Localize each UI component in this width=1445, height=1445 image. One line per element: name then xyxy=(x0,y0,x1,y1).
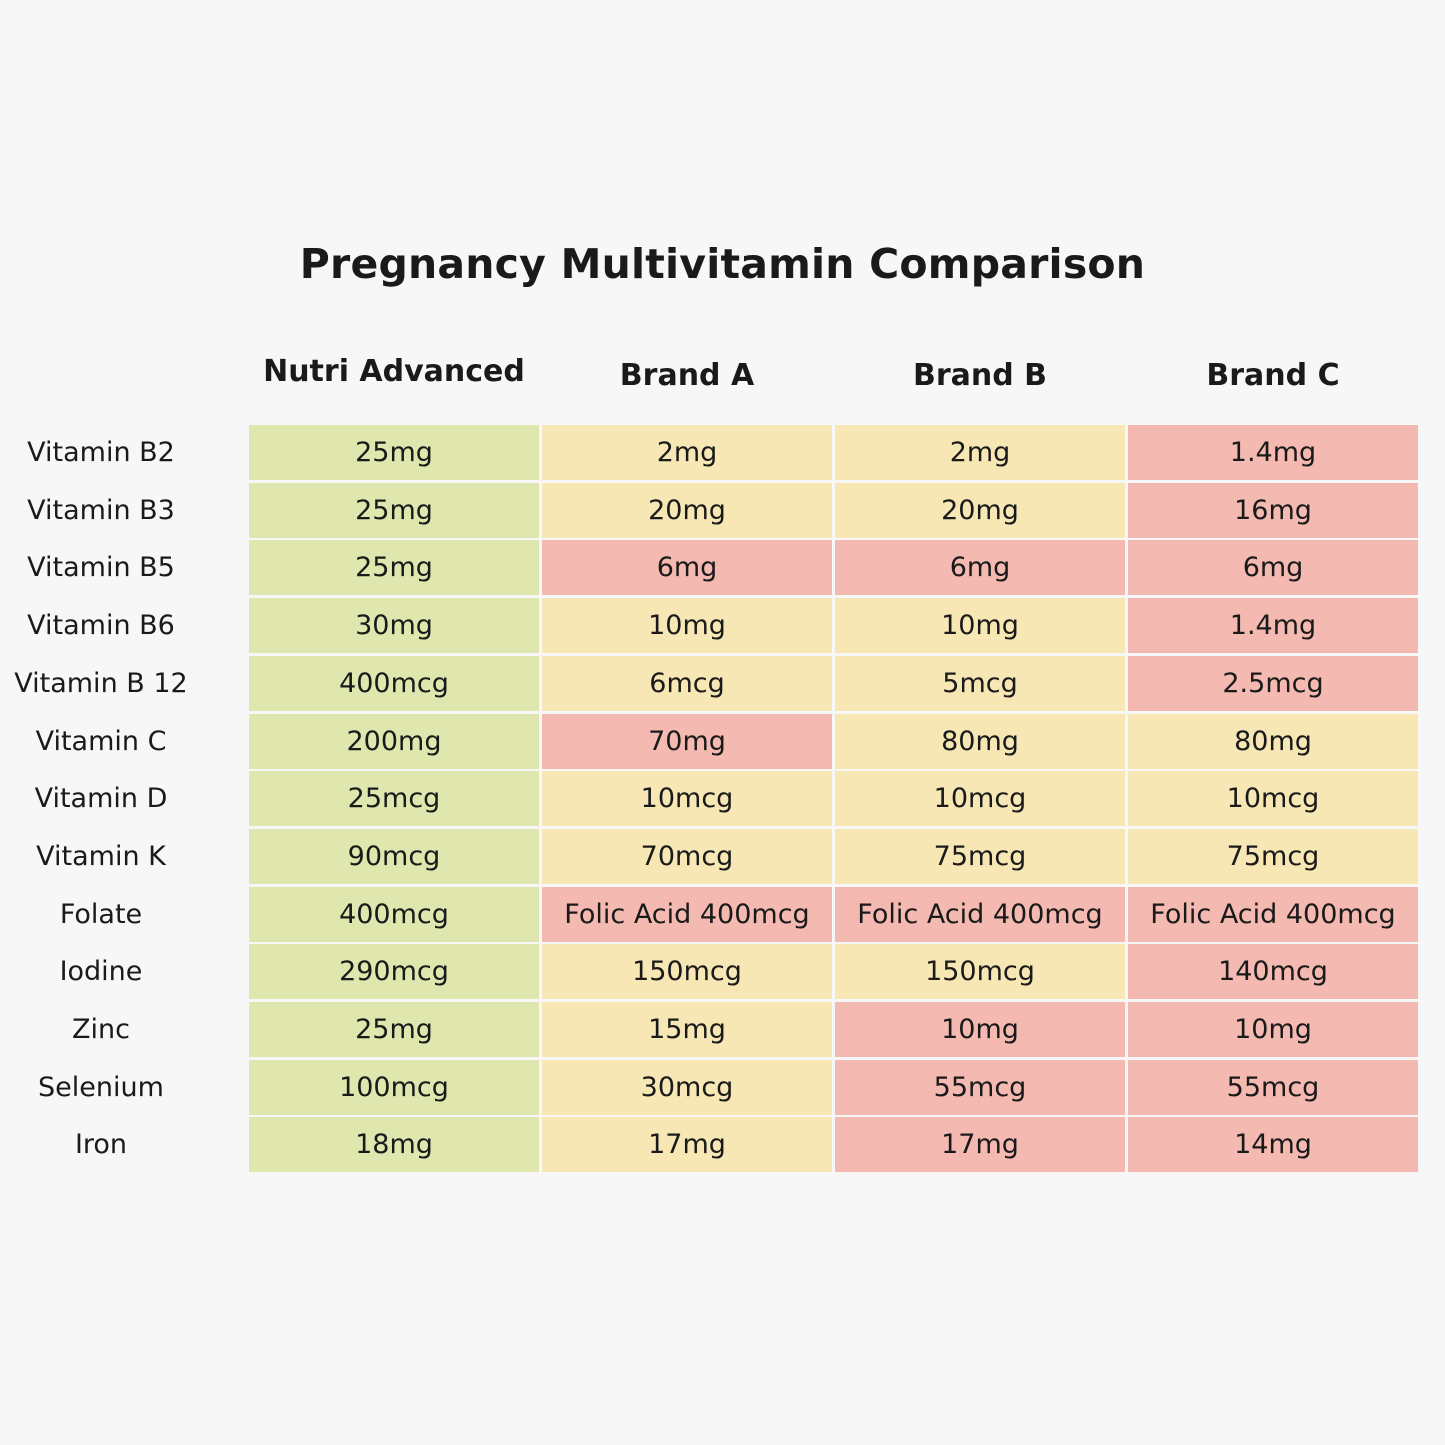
row-label: Vitamin D xyxy=(34,783,168,815)
table-cell: 25mcg xyxy=(249,771,539,827)
row-label: Vitamin B3 xyxy=(27,494,175,526)
row-label: Iron xyxy=(74,1129,128,1161)
row-label: Vitamin C xyxy=(35,725,167,757)
row-label: Vitamin B 12 xyxy=(14,667,188,699)
table-cell: 30mg xyxy=(249,598,539,654)
table-cell: Folic Acid 400mcg xyxy=(542,886,832,942)
row-label: Vitamin B5 xyxy=(27,552,175,584)
table-cell: 70mcg xyxy=(542,828,832,884)
table-cell: 6mcg xyxy=(542,655,832,711)
table-cell: 150mcg xyxy=(542,944,832,1000)
table-cell: 140mcg xyxy=(1128,944,1418,1000)
table-cell: 25mg xyxy=(249,425,539,480)
column-header: Brand C xyxy=(1206,358,1340,393)
table-cell: 1.4mg xyxy=(1128,598,1418,654)
table-cell: 14mg xyxy=(1128,1117,1418,1173)
table-cell: 16mg xyxy=(1128,482,1418,538)
row-label: Vitamin B2 xyxy=(27,437,175,468)
table-cell: 30mcg xyxy=(542,1059,832,1115)
table-cell: 25mg xyxy=(249,1002,539,1057)
table-cell: 20mg xyxy=(835,482,1125,538)
table-cell: 2mg xyxy=(542,425,832,480)
table-cell: 10mg xyxy=(542,598,832,654)
table-cell: 100mcg xyxy=(249,1059,539,1115)
table-cell: 5mcg xyxy=(835,655,1125,711)
table-cell: 55mcg xyxy=(835,1059,1125,1115)
row-label: Vitamin K xyxy=(36,840,166,872)
column-header: Nutri Advanced xyxy=(263,354,525,389)
table-cell: 10mg xyxy=(1128,1002,1418,1057)
table-cell: 200mg xyxy=(249,713,539,769)
table-cell: 80mg xyxy=(1128,713,1418,769)
table-cell: 6mg xyxy=(542,540,832,596)
table-cell: Folic Acid 400mcg xyxy=(1128,886,1418,942)
table-cell: 10mcg xyxy=(1128,771,1418,827)
table-cell: 20mg xyxy=(542,482,832,538)
table-cell: 17mg xyxy=(542,1117,832,1173)
table-cell: 400mcg xyxy=(249,655,539,711)
chart-title: Pregnancy Multivitamin Comparison xyxy=(299,240,1146,288)
table-cell: 6mg xyxy=(835,540,1125,596)
column-header: Brand B xyxy=(912,358,1048,393)
table-cell: 10mg xyxy=(835,598,1125,654)
table-cell: 150mcg xyxy=(835,944,1125,1000)
table-cell: 6mg xyxy=(1128,540,1418,596)
table-cell: 10mg xyxy=(835,1002,1125,1057)
table-cell: 10mcg xyxy=(542,771,832,827)
table-cell: 90mcg xyxy=(249,828,539,884)
table-cell: 75mcg xyxy=(1128,828,1418,884)
table-cell: 15mg xyxy=(542,1002,832,1057)
table-cell: 290mcg xyxy=(249,944,539,1000)
table-cell: 400mcg xyxy=(249,886,539,942)
row-label: Zinc xyxy=(72,1014,130,1045)
column-header: Brand A xyxy=(619,358,755,393)
table-cell: 55mcg xyxy=(1128,1059,1418,1115)
table-cell: 25mg xyxy=(249,482,539,538)
table-cell: 75mcg xyxy=(835,828,1125,884)
table-cell: 2.5mcg xyxy=(1128,655,1418,711)
table-cell: 10mcg xyxy=(835,771,1125,827)
table-cell: 18mg xyxy=(249,1117,539,1173)
table-cell: 70mg xyxy=(542,713,832,769)
row-label: Vitamin B6 xyxy=(27,610,175,642)
row-label: Folate xyxy=(59,898,143,930)
row-label: Selenium xyxy=(38,1071,164,1103)
table-cell: 17mg xyxy=(835,1117,1125,1173)
table-cell: 80mg xyxy=(835,713,1125,769)
table-cell: 1.4mg xyxy=(1128,425,1418,480)
row-label: Iodine xyxy=(59,956,143,988)
table-cell: 2mg xyxy=(835,425,1125,480)
table-cell: Folic Acid 400mcg xyxy=(835,886,1125,942)
table-cell: 25mg xyxy=(249,540,539,596)
